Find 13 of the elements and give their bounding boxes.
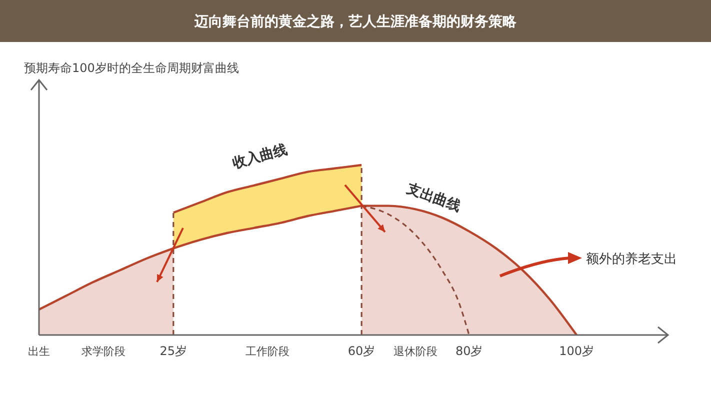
text: 收入曲线	[230, 142, 290, 172]
x-tick-label: 60岁	[348, 344, 376, 358]
x-tick-label: 25岁	[160, 344, 188, 358]
x-tick-label: 100岁	[559, 344, 594, 358]
x-tick-label: 求学阶段	[82, 345, 126, 358]
x-tick-label: 出生	[28, 345, 50, 358]
text: 支出曲线	[404, 180, 463, 216]
x-tick-label: 退休阶段	[393, 345, 438, 358]
chart-title: 迈向舞台前的黄金之路，艺人生涯准备期的财务策略	[194, 13, 518, 30]
text: 预期寿命100岁时的全生命周期财富曲线	[24, 61, 239, 75]
x-tick-label: 工作阶段	[245, 345, 290, 358]
annotation: 额外的养老支出	[586, 251, 677, 267]
x-tick-label: 80岁	[455, 344, 483, 358]
